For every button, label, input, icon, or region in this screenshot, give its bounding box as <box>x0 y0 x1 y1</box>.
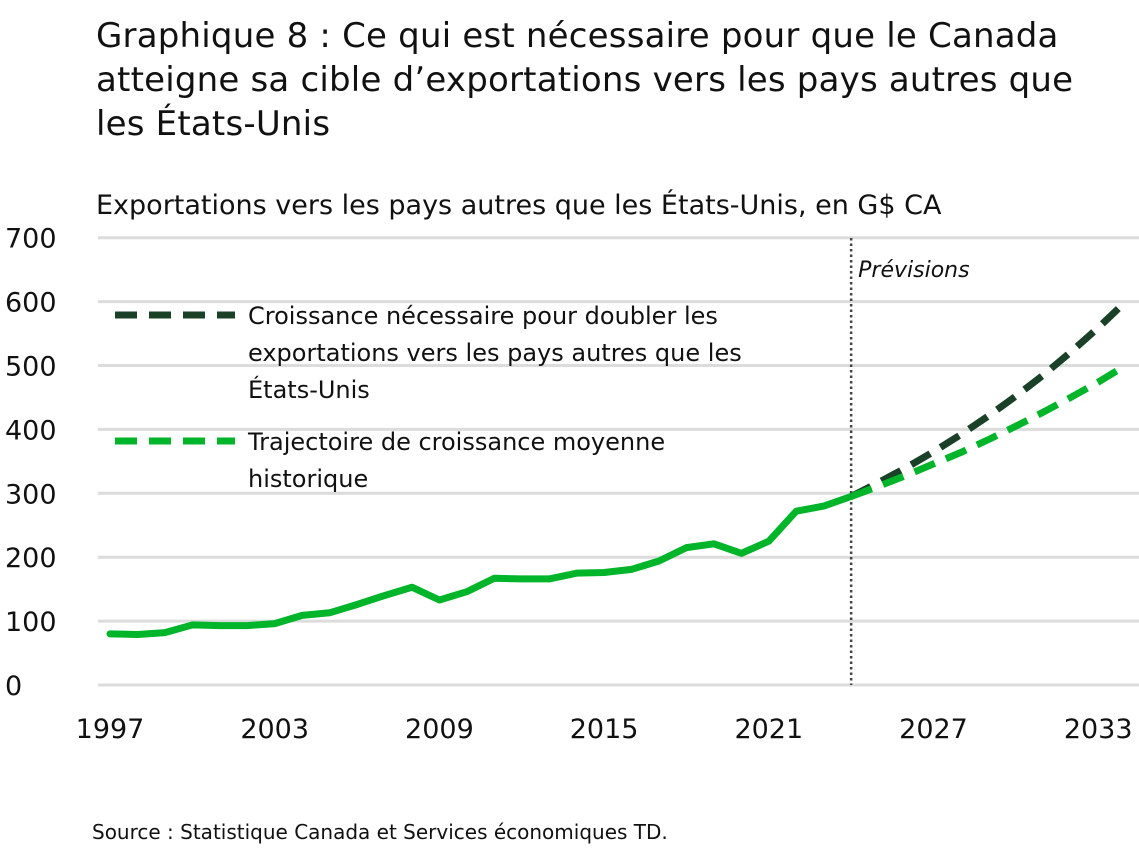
forecast-annotation: Prévisions <box>858 258 969 283</box>
y-tick-label: 700 <box>5 224 57 255</box>
source-note: Source : Statistique Canada et Services … <box>92 820 668 844</box>
chart-subtitle: Exportations vers les pays autres que le… <box>96 190 942 221</box>
legend-label: historique <box>248 465 368 493</box>
series-line-0 <box>106 492 855 639</box>
y-tick-label: 0 <box>5 671 22 702</box>
x-tick-label: 2033 <box>1064 714 1133 745</box>
x-tick-label: 2009 <box>405 714 474 745</box>
x-tick-label: 2027 <box>899 714 968 745</box>
x-tick-label: 2015 <box>570 714 639 745</box>
y-tick-label: 600 <box>5 288 57 319</box>
chart-title: Graphique 8 : Ce qui est nécessaire pour… <box>96 16 1074 144</box>
y-tick-label: 500 <box>5 352 57 383</box>
y-tick-label: 200 <box>5 543 57 574</box>
legend-label: exportations vers les pays autres que le… <box>248 339 742 367</box>
series-line-1 <box>849 299 1129 500</box>
legend-label: Croissance nécessaire pour doubler les <box>248 302 718 330</box>
x-tick-label: 2003 <box>240 714 309 745</box>
x-tick-label: 2021 <box>734 714 803 745</box>
y-tick-label: 400 <box>5 415 57 446</box>
legend-label: Trajectoire de croissance moyenne <box>247 428 665 456</box>
y-tick-label: 300 <box>5 479 57 510</box>
legend-label: États-Unis <box>248 375 370 404</box>
y-tick-label: 100 <box>5 607 57 638</box>
series-line-2 <box>849 362 1128 500</box>
x-tick-label: 1997 <box>76 714 145 745</box>
